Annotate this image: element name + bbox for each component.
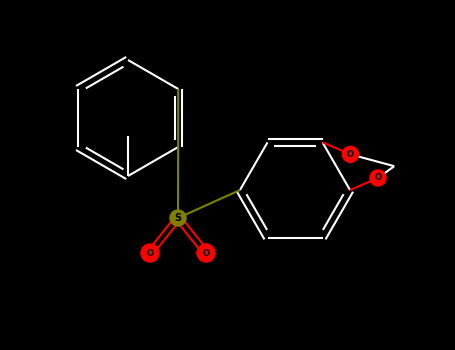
Text: O: O: [147, 248, 153, 258]
Circle shape: [170, 210, 186, 226]
Text: O: O: [347, 150, 354, 159]
Circle shape: [141, 244, 159, 262]
Text: O: O: [202, 248, 209, 258]
Text: O: O: [374, 174, 381, 182]
Circle shape: [343, 146, 359, 162]
Circle shape: [370, 170, 386, 186]
Text: S: S: [174, 213, 182, 223]
Circle shape: [197, 244, 215, 262]
